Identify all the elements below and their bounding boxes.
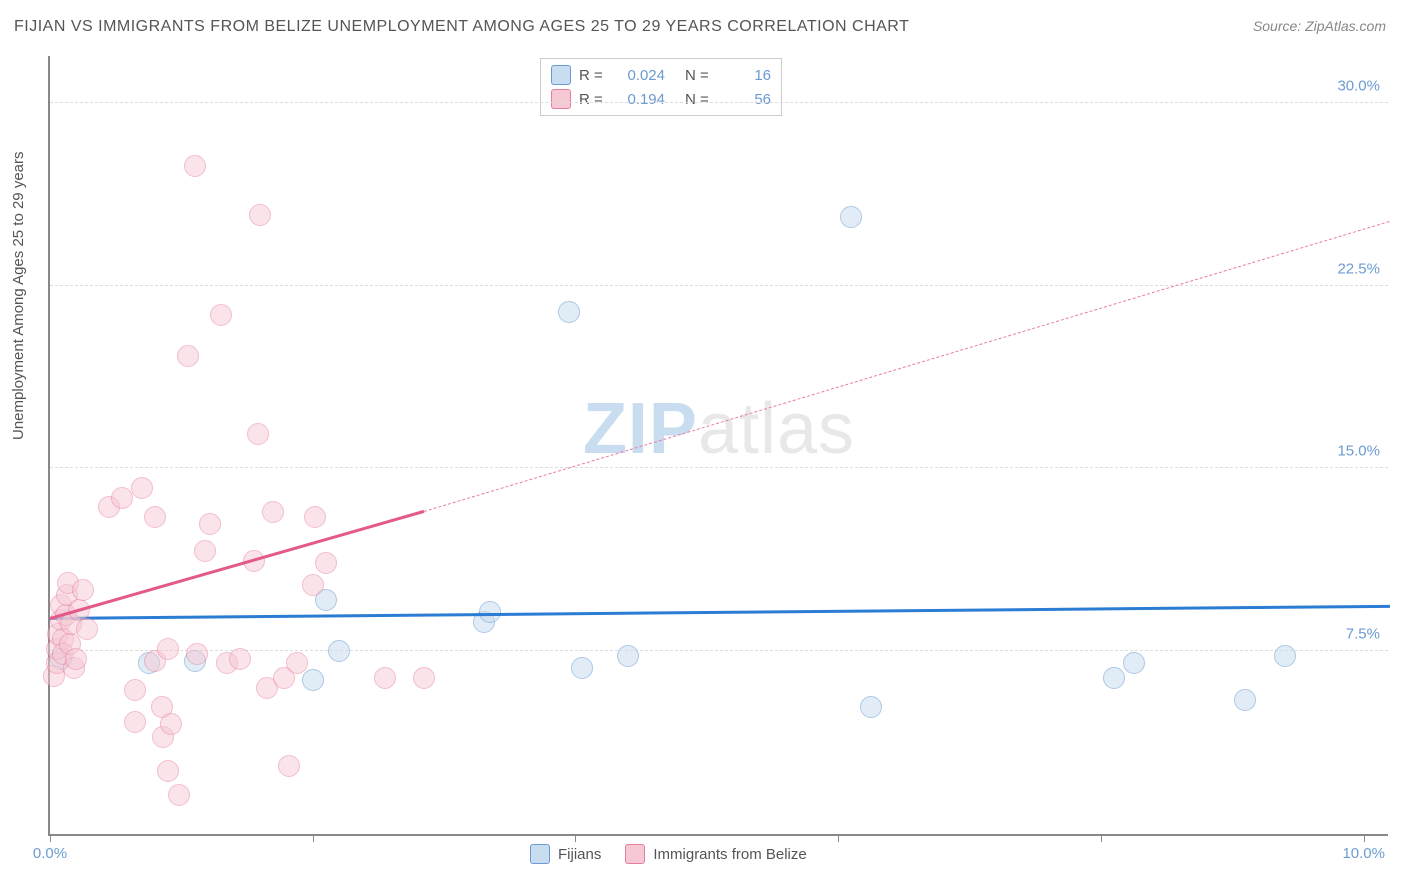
scatter-point [144, 506, 166, 528]
correlation-legend-row: R = 0.194 N = 56 [551, 87, 771, 111]
scatter-point [860, 696, 882, 718]
series-legend: Fijians Immigrants from Belize [530, 844, 807, 864]
plot-area: ZIPatlas R =0.024N =16R =0.194N =56 Fiji… [48, 56, 1388, 836]
scatter-point [72, 579, 94, 601]
x-tick [313, 834, 314, 842]
scatter-point [210, 304, 232, 326]
scatter-point [286, 652, 308, 674]
scatter-point [160, 713, 182, 735]
gridline-h [50, 102, 1388, 103]
scatter-point [328, 640, 350, 662]
scatter-point [131, 477, 153, 499]
y-tick-label: 15.0% [1337, 443, 1380, 460]
series-legend-item: Fijians [530, 844, 601, 864]
series-legend-label: Fijians [558, 846, 601, 863]
scatter-point [262, 501, 284, 523]
trend-line [50, 604, 1390, 619]
legend-n-label: N = [685, 91, 713, 108]
gridline-h [50, 285, 1388, 286]
gridline-h [50, 467, 1388, 468]
legend-r-value: 0.024 [615, 67, 665, 84]
scatter-point [302, 669, 324, 691]
y-tick-label: 30.0% [1337, 77, 1380, 94]
scatter-point [184, 155, 206, 177]
scatter-point [168, 784, 190, 806]
scatter-point [124, 679, 146, 701]
x-tick [575, 834, 576, 842]
legend-r-label: R = [579, 91, 607, 108]
scatter-point [229, 648, 251, 670]
scatter-point [186, 643, 208, 665]
scatter-point [413, 667, 435, 689]
watermark-atlas: atlas [698, 389, 855, 469]
scatter-point [1123, 652, 1145, 674]
scatter-point [124, 711, 146, 733]
legend-r-label: R = [579, 67, 607, 84]
scatter-point [65, 648, 87, 670]
scatter-point [617, 645, 639, 667]
legend-n-value: 16 [721, 67, 771, 84]
x-tick-label: 0.0% [33, 845, 67, 862]
scatter-point [302, 574, 324, 596]
correlation-legend-row: R = 0.024 N = 16 [551, 63, 771, 87]
legend-swatch [551, 65, 571, 85]
x-tick [50, 834, 51, 842]
legend-n-label: N = [685, 67, 713, 84]
scatter-point [840, 206, 862, 228]
scatter-point [194, 540, 216, 562]
chart-title: FIJIAN VS IMMIGRANTS FROM BELIZE UNEMPLO… [14, 18, 909, 36]
x-tick-label: 10.0% [1342, 845, 1385, 862]
scatter-point [247, 423, 269, 445]
gridline-h [50, 650, 1388, 651]
x-tick [1101, 834, 1102, 842]
trend-line [50, 509, 425, 619]
scatter-point [111, 487, 133, 509]
scatter-point [157, 760, 179, 782]
legend-swatch [625, 844, 645, 864]
x-tick [1364, 834, 1365, 842]
scatter-point [199, 513, 221, 535]
watermark: ZIPatlas [583, 388, 855, 470]
trend-line [424, 221, 1390, 512]
legend-swatch [530, 844, 550, 864]
legend-swatch [551, 89, 571, 109]
scatter-point [278, 755, 300, 777]
scatter-point [304, 506, 326, 528]
scatter-point [157, 638, 179, 660]
legend-r-value: 0.194 [615, 91, 665, 108]
scatter-point [249, 204, 271, 226]
scatter-point [571, 657, 593, 679]
x-tick [838, 834, 839, 842]
series-legend-item: Immigrants from Belize [625, 844, 806, 864]
scatter-point [76, 618, 98, 640]
scatter-point [315, 552, 337, 574]
y-tick-label: 7.5% [1346, 626, 1380, 643]
series-legend-label: Immigrants from Belize [653, 846, 806, 863]
scatter-point [374, 667, 396, 689]
y-axis-label: Unemployment Among Ages 25 to 29 years [10, 151, 27, 440]
correlation-legend: R = 0.024 N = 16 R = 0.194 N = 56 [540, 58, 782, 116]
scatter-point [1234, 689, 1256, 711]
y-tick-label: 22.5% [1337, 260, 1380, 277]
scatter-point [1274, 645, 1296, 667]
scatter-point [558, 301, 580, 323]
scatter-point [177, 345, 199, 367]
legend-n-value: 56 [721, 91, 771, 108]
source-text: Source: ZipAtlas.com [1253, 18, 1386, 34]
scatter-point [1103, 667, 1125, 689]
